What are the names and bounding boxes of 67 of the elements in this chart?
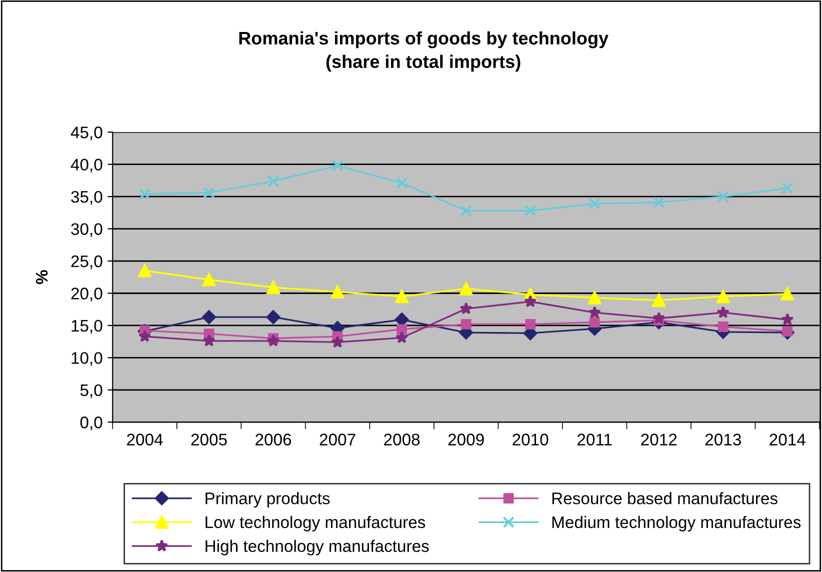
chart-title: Romania's imports of goods by technology (share in total imports): [239, 31, 608, 72]
point: [202, 334, 216, 346]
y-tick-label: 40,0: [70, 158, 102, 173]
y-tick-label: 35,0: [71, 190, 102, 205]
point: [652, 312, 666, 324]
x-tick-label: 2013: [705, 434, 741, 446]
x-tick-label: 2012: [641, 434, 677, 446]
y-tick-label: 0,0: [80, 416, 102, 430]
point: [396, 177, 408, 189]
point: [266, 334, 280, 346]
point: [718, 322, 728, 332]
point: [460, 318, 472, 330]
point: [459, 282, 473, 296]
point: [589, 317, 600, 328]
x-tick-label: 2005: [191, 434, 227, 446]
x-tick-label: 2011: [578, 434, 612, 446]
y-axis-title: %: [36, 270, 48, 284]
point: [332, 160, 344, 172]
y-tick-label: 30,0: [71, 223, 102, 237]
point: [266, 280, 280, 294]
point: [716, 306, 730, 318]
legend-label: Low technology manufactures: [206, 516, 426, 532]
point: [203, 186, 215, 199]
point: [138, 264, 152, 278]
legend-label: Resource based manufactures: [552, 492, 778, 504]
point: [652, 196, 665, 208]
x-tick-label: 2010: [512, 434, 548, 446]
point: [460, 302, 472, 314]
point: [781, 313, 794, 326]
x-tick-label: 2004: [127, 434, 163, 446]
point: [396, 324, 408, 335]
legend-label: Primary products: [206, 492, 330, 508]
point: [588, 291, 602, 304]
point: [588, 306, 601, 318]
x-tick-label: 2008: [384, 434, 420, 446]
point: [202, 273, 216, 286]
point: [780, 287, 794, 300]
point: [460, 204, 472, 217]
point: [524, 204, 536, 217]
legend-label: High technology manufactures: [206, 540, 429, 556]
y-tick-label: 45,0: [70, 126, 102, 140]
point: [781, 182, 794, 194]
point: [652, 294, 666, 307]
point: [330, 285, 344, 299]
x-tick-label: 2006: [256, 434, 292, 446]
x-tick-label: 2009: [448, 434, 484, 446]
y-tick-label: 15,0: [72, 320, 102, 334]
y-tick-label: 20,0: [71, 288, 102, 302]
point: [525, 318, 536, 330]
point: [138, 330, 152, 342]
x-tick-label: 2007: [320, 434, 356, 446]
y-tick-label: 25,0: [71, 255, 102, 270]
point: [331, 336, 344, 348]
point: [395, 290, 408, 304]
point: [716, 290, 730, 304]
legend-label: Medium technology manufactures: [552, 516, 801, 532]
point: [138, 188, 151, 200]
y-tick-label: 10,0: [72, 352, 102, 366]
point: [395, 331, 408, 344]
point: [524, 295, 537, 308]
y-tick-label: 5,0: [80, 384, 102, 398]
x-tick-label: 2014: [770, 434, 806, 446]
point: [588, 198, 601, 210]
point: [267, 175, 280, 188]
point: [202, 310, 216, 324]
point: [266, 310, 280, 324]
point: [717, 190, 730, 202]
